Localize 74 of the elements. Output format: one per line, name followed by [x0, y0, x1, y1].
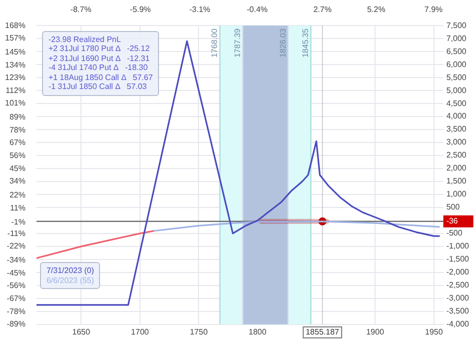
y-tick-label: 123% — [4, 73, 26, 82]
y2-tick-label: 4,500 — [446, 98, 467, 108]
y-tick-label: -11% — [7, 228, 26, 238]
y-tick-label: 22% — [9, 190, 26, 200]
y2-tick-label: 1,500 — [446, 176, 467, 186]
y-tick-label: 56% — [9, 151, 26, 160]
y2-tick-label: 6,000 — [446, 60, 467, 69]
x-tick-label: 1650 — [72, 327, 91, 336]
y2-tick-label: 6,500 — [446, 46, 467, 56]
y2-tick-label: -3,000 — [446, 294, 470, 303]
y-tick-label: 101% — [4, 98, 26, 108]
y-tick-label: -22% — [6, 242, 26, 251]
y2-tick-label: 7,500 — [446, 20, 467, 30]
y-tick-label: 78% — [9, 125, 26, 134]
y2-tick-label: 4,000 — [446, 112, 467, 121]
annotation: -23.98 Realized PnL — [48, 34, 121, 44]
x2-tick-label: -8.7% — [70, 5, 92, 14]
y-tick-label: 67% — [9, 138, 26, 148]
y-tick-label: -56% — [6, 281, 26, 290]
text: 7/31/2023 (0) — [46, 266, 94, 276]
x-tick-label: 1950 — [425, 327, 444, 336]
annotation: -1 31Jul 1850 Call Δ 57.03 — [48, 82, 147, 92]
y2-tick-label: -3,500 — [446, 306, 470, 316]
ref-line-label: 1855.187 — [306, 328, 340, 337]
x-tick-label: 1800 — [248, 327, 267, 336]
ref-line-label: 1787.39 — [232, 28, 242, 58]
x2-tick-label: -0.4% — [246, 5, 268, 14]
x-tick-label: 1900 — [366, 327, 385, 336]
y2-tick-label: 7,000 — [446, 34, 467, 43]
ref-line-label: 1826.03 — [278, 28, 288, 58]
annotation: +2 31Jul 1690 Put Δ -12.31 — [48, 54, 150, 63]
y2-tick-label: 1,000 — [446, 190, 467, 199]
x2-tick-label: 5.2% — [367, 5, 386, 14]
y-tick-label: 112% — [6, 86, 26, 95]
x-tick-label: 1700 — [131, 327, 150, 336]
y2-tick-label: 5,000 — [446, 86, 467, 95]
y2-tick-label: 3,500 — [446, 124, 467, 134]
y2-tick-label: -2,000 — [446, 268, 470, 277]
x2-tick-label: -3.1% — [189, 5, 210, 14]
y2-tick-label: 3,000 — [446, 138, 467, 147]
y-tick-label: 157% — [4, 34, 26, 43]
y-tick-label: 145% — [4, 48, 26, 57]
ref-line-label: 1845.35 — [301, 28, 310, 58]
annotation: -4 31Jul 1740 Put Δ -18.30 — [48, 63, 148, 72]
y-tick-label: -89% — [6, 320, 26, 329]
y2-tick-label: -500 — [446, 228, 463, 238]
annotation: +1 18Aug 1850 Call Δ 57.67 — [48, 72, 153, 82]
y-tick-label: -1% — [11, 217, 26, 226]
y-tick-label: -45% — [6, 268, 26, 278]
annotation: +2 31Jul 1780 Put Δ -25.12 — [48, 44, 150, 54]
ref-line-label: 1768.00 — [210, 28, 220, 58]
y-tick-label: 34% — [9, 176, 26, 186]
text: 6/6/2023 (55) — [46, 276, 94, 286]
y2-tick-label: 2,000 — [446, 164, 467, 173]
y-tick-label: -67% — [6, 294, 26, 304]
y2-tick-label: -1,500 — [446, 254, 470, 264]
y2-tick-label: -4,000 — [446, 320, 470, 329]
y2-tick-label: 5,500 — [446, 72, 467, 82]
x-tick-label: 1750 — [190, 327, 208, 336]
x2-tick-label: 2.7% — [313, 5, 332, 14]
y2-tick-label: 2,500 — [446, 150, 467, 160]
y-tick-label: -78% — [6, 306, 26, 316]
y2-tick-label: -1,000 — [446, 242, 470, 251]
y2-tick-label: -2,500 — [446, 280, 470, 290]
x2-tick-label: -5.9% — [130, 5, 151, 14]
y-tick-label: -34% — [6, 256, 26, 265]
y-tick-label: 45% — [9, 164, 26, 173]
y-tick-label: 134% — [4, 60, 26, 70]
y-tick-label: 11% — [10, 203, 26, 212]
y-tick-label: 89% — [9, 112, 26, 122]
x2-tick-label: 7.9% — [424, 5, 443, 14]
ref-line-label: -36 — [446, 216, 458, 226]
y2-tick-label: 500 — [446, 202, 460, 212]
y-tick-label: 168% — [4, 20, 26, 30]
